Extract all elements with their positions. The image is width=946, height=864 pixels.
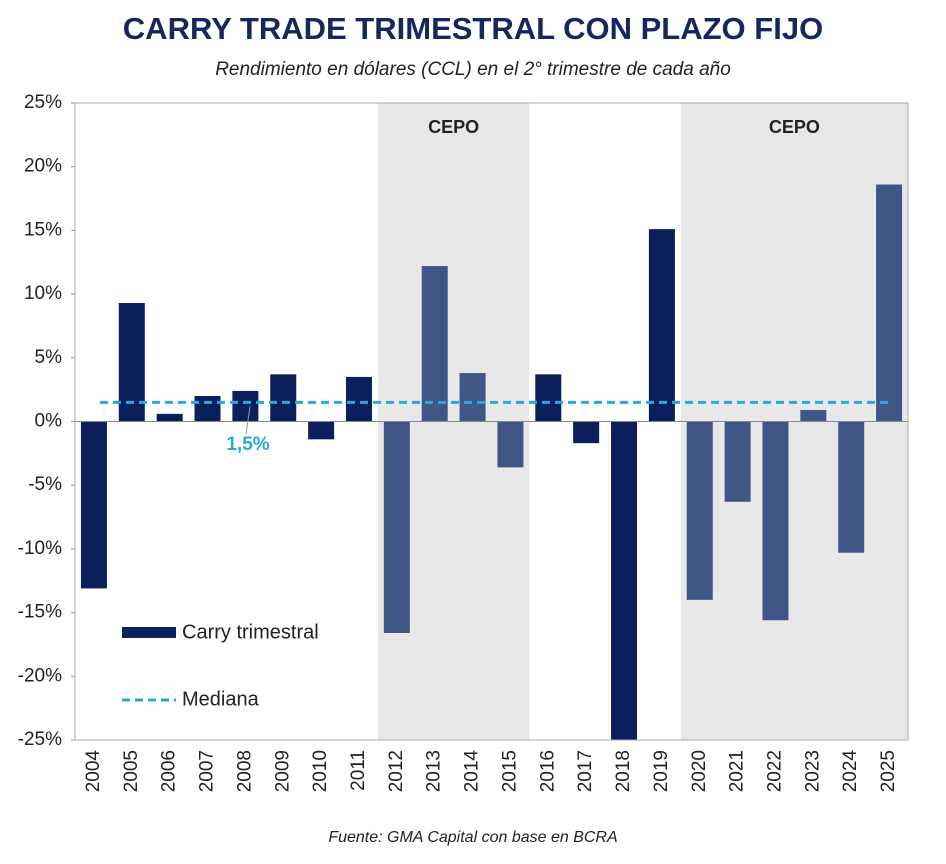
bar <box>345 376 372 422</box>
x-tick-label: 2011 <box>348 750 369 791</box>
y-tick-label: -10% <box>18 538 62 559</box>
y-tick-label: -25% <box>18 729 62 750</box>
y-tick-label: 15% <box>24 219 62 240</box>
x-tick-label: 2009 <box>272 750 293 792</box>
region-label: CEPO <box>769 117 820 137</box>
y-tick-label: 20% <box>24 156 62 177</box>
x-tick-label: 2019 <box>651 750 672 792</box>
legend-label: Carry trimestral <box>182 621 319 643</box>
x-tick-label: 2010 <box>310 750 331 792</box>
x-tick-label: 2012 <box>386 750 407 792</box>
y-tick-label: 0% <box>35 411 63 432</box>
bar <box>762 421 789 621</box>
y-tick-label: 25% <box>24 92 62 113</box>
chart-subtitle: Rendimiento en dólares (CCL) en el 2° tr… <box>215 59 731 80</box>
x-tick-label: 2023 <box>802 750 823 792</box>
bar <box>535 374 562 422</box>
bar <box>194 396 221 422</box>
bar <box>724 421 751 502</box>
x-tick-label: 2017 <box>575 750 596 792</box>
bar <box>648 229 675 422</box>
x-tick-label: 2004 <box>83 750 104 793</box>
x-tick-label: 2007 <box>197 750 218 792</box>
x-tick-label: 2015 <box>499 750 520 792</box>
y-tick-label: -20% <box>18 665 62 686</box>
bar <box>232 390 259 422</box>
legend-label: Mediana <box>182 688 260 710</box>
x-tick-label: 2016 <box>537 750 558 792</box>
x-tick-label: 2013 <box>424 750 445 792</box>
x-tick-label: 2006 <box>159 750 180 792</box>
y-tick-label: -5% <box>28 474 62 495</box>
x-tick-label: 2014 <box>462 750 483 793</box>
x-tick-label: 2008 <box>234 750 255 792</box>
bar <box>876 184 903 422</box>
legend-swatch <box>122 627 176 638</box>
bar <box>838 421 865 553</box>
x-tick-label: 2021 <box>727 750 748 792</box>
bar <box>308 421 335 440</box>
x-tick-label: 2018 <box>613 750 634 792</box>
region-label: CEPO <box>428 117 479 137</box>
bar <box>573 421 600 444</box>
source: Fuente: GMA Capital con base en BCRA <box>328 829 617 846</box>
bar <box>383 421 410 633</box>
y-tick-label: 10% <box>24 283 62 304</box>
x-tick-label: 2005 <box>121 750 142 792</box>
bar <box>80 421 107 589</box>
y-tick-label: 5% <box>35 347 63 368</box>
x-tick-label: 2022 <box>764 750 785 792</box>
chart-title: CARRY TRADE TRIMESTRAL CON PLAZO FIJO <box>123 11 823 46</box>
bar <box>686 421 713 600</box>
median-leader <box>245 406 251 435</box>
median-label: 1,5% <box>226 434 269 455</box>
x-tick-label: 2025 <box>878 750 899 792</box>
x-tick-label: 2020 <box>689 750 710 792</box>
bar <box>611 421 638 740</box>
plot-border <box>74 102 909 741</box>
bar <box>800 410 827 422</box>
bar <box>156 413 183 422</box>
y-tick-label: -15% <box>18 602 62 623</box>
bar <box>459 373 486 422</box>
bar <box>421 266 448 422</box>
bar <box>497 421 524 468</box>
bar <box>270 374 297 422</box>
x-tick-label: 2024 <box>840 750 861 793</box>
